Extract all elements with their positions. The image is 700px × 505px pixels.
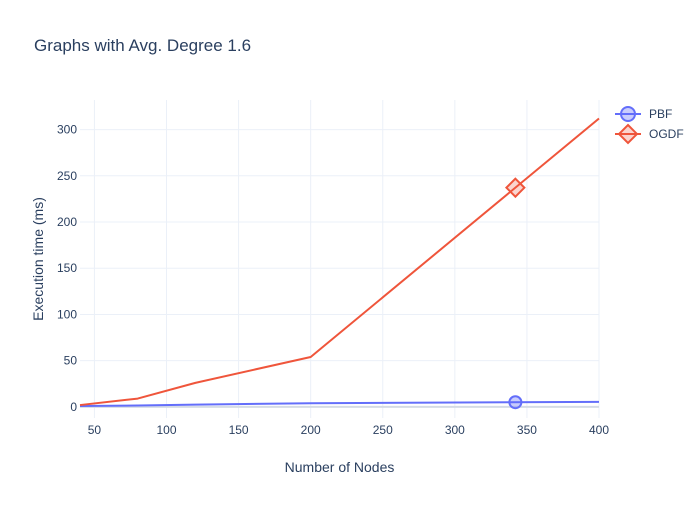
y-tick-label: 0 — [70, 400, 77, 414]
legend-item-pbf[interactable]: PBF — [615, 106, 672, 122]
legend-marker-icon — [620, 106, 636, 122]
data-point-ogdf — [136, 397, 140, 401]
x-tick-label: 250 — [373, 423, 393, 437]
data-point-ogdf — [78, 403, 82, 407]
y-tick-label: 50 — [64, 354, 78, 368]
data-point-pbf — [597, 400, 601, 404]
data-point-pbf — [193, 403, 197, 407]
data-point-ogdf — [597, 116, 601, 120]
series-marker-ogdf — [504, 177, 526, 199]
series-marker-pbf — [508, 395, 523, 410]
x-tick-label: 300 — [445, 423, 465, 437]
x-tick-label: 100 — [156, 423, 176, 437]
data-point-ogdf — [193, 381, 197, 385]
series-line-ogdf — [79, 117, 600, 407]
data-point-pbf — [136, 404, 140, 408]
legend-label: PBF — [649, 107, 672, 121]
y-tick-label: 100 — [57, 307, 77, 321]
legend-item-ogdf[interactable]: OGDF — [615, 123, 684, 145]
y-axis-title: Execution time (ms) — [30, 197, 46, 321]
axes: 50 100 150 200 250 300 350 400 0 50 100 150 200 250 30… — [57, 123, 609, 437]
grid-lines — [80, 100, 600, 418]
chart-title: Graphs with Avg. Degree 1.6 — [34, 36, 251, 55]
y-tick-label: 250 — [57, 169, 77, 183]
legend[interactable]: PBF OGDF — [615, 106, 684, 145]
legend-marker-icon — [617, 123, 639, 145]
legend-label: OGDF — [649, 127, 684, 141]
series-line-pbf — [79, 400, 600, 407]
x-axis-title: Number of Nodes — [285, 459, 395, 475]
x-tick-label: 350 — [517, 423, 537, 437]
x-tick-label: 150 — [229, 423, 249, 437]
data-point-ogdf — [309, 355, 313, 359]
x-tick-label: 200 — [301, 423, 321, 437]
data-point-pbf — [309, 401, 313, 405]
x-tick-label: 50 — [88, 423, 102, 437]
y-tick-label: 300 — [57, 123, 77, 137]
y-tick-label: 200 — [57, 215, 77, 229]
series-lines — [78, 116, 601, 410]
y-tick-label: 150 — [57, 261, 77, 275]
x-tick-label: 400 — [589, 423, 609, 437]
